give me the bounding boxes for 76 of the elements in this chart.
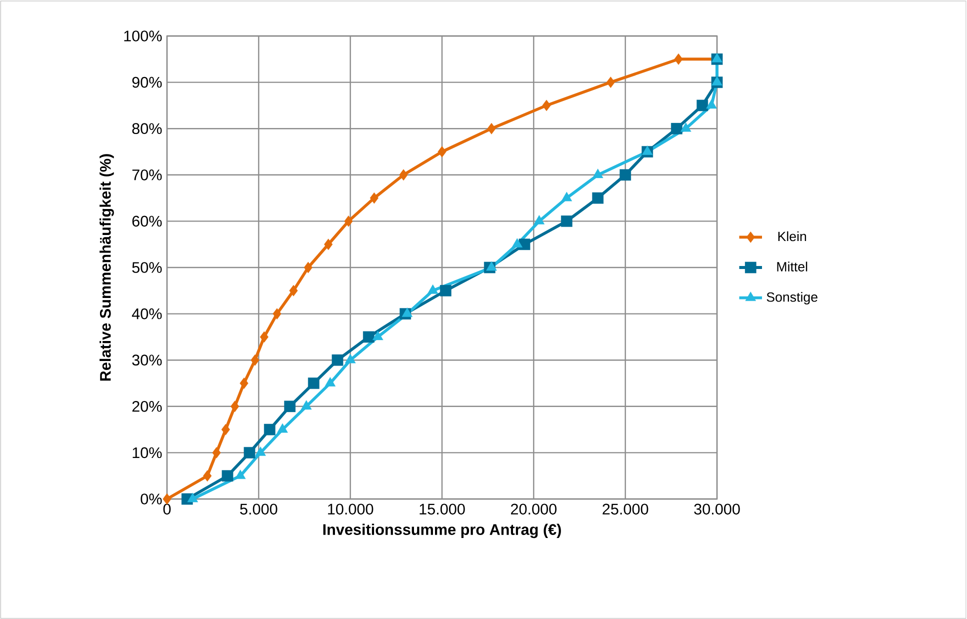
point (399, 169, 408, 181)
point (486, 261, 497, 271)
point (670, 122, 682, 134)
y-tick-label: 50% (132, 262, 162, 273)
point (620, 169, 632, 181)
point (674, 53, 683, 65)
point (332, 354, 344, 366)
x-tick-label: 5.000 (240, 504, 278, 515)
point (372, 330, 384, 340)
point (277, 423, 288, 433)
point (308, 378, 320, 389)
point (438, 146, 446, 158)
point (255, 446, 266, 456)
point (642, 146, 653, 155)
y-tick-label: 80% (132, 123, 162, 134)
point (560, 216, 572, 227)
point (370, 192, 378, 204)
legend-label: Sonstige (766, 292, 818, 304)
point (402, 308, 413, 317)
point (487, 122, 496, 134)
x-axis-title: Invesitionssumme pro Antrag (€) (323, 524, 561, 538)
point (221, 424, 230, 436)
point (264, 424, 276, 436)
point (344, 216, 353, 227)
y-tick-label: 60% (132, 216, 162, 227)
point (203, 470, 212, 482)
point (250, 354, 260, 366)
point (344, 354, 356, 364)
point (240, 378, 248, 389)
y-tick-label: 10% (132, 447, 162, 458)
point (324, 238, 333, 250)
point (440, 284, 452, 296)
y-tick-label: 90% (132, 76, 162, 88)
point (324, 377, 336, 386)
point (304, 262, 312, 274)
point (712, 52, 722, 62)
point (362, 331, 374, 343)
point (696, 100, 708, 112)
y-tick-label: 100% (124, 30, 162, 42)
point (534, 214, 545, 224)
x-tick-label: 30.000 (694, 504, 740, 515)
point (234, 470, 246, 479)
point (542, 100, 551, 112)
y-tick-label: 40% (132, 308, 162, 320)
point (244, 447, 256, 458)
point (272, 308, 282, 320)
point (706, 99, 717, 109)
point (187, 492, 198, 502)
point (606, 76, 615, 88)
point (680, 122, 692, 132)
legend-label: Klein (778, 231, 806, 242)
point (230, 400, 240, 412)
point (512, 238, 523, 248)
point (561, 192, 572, 202)
y-axis-title: Relative Summenhäufigkeit (%) (100, 154, 114, 381)
x-tick-label: 25.000 (602, 504, 648, 515)
point (222, 470, 234, 482)
x-tick-label: 0 (163, 504, 171, 515)
point (212, 447, 221, 458)
point (712, 76, 722, 86)
legend-label: Mittel (777, 262, 808, 272)
point (592, 168, 604, 178)
y-tick-label: 70% (132, 169, 162, 180)
y-tick-label: 20% (132, 400, 162, 412)
x-tick-label: 15.000 (420, 504, 465, 515)
point (427, 284, 438, 294)
point (518, 238, 530, 250)
point (284, 400, 296, 412)
x-tick-label: 10.000 (328, 504, 374, 515)
point (289, 284, 298, 296)
point (260, 331, 268, 343)
point (300, 400, 312, 410)
x-tick-label: 20.000 (510, 504, 557, 515)
y-tick-label: 30% (132, 354, 162, 366)
y-tick-label: 0% (140, 494, 162, 504)
point (592, 192, 604, 204)
